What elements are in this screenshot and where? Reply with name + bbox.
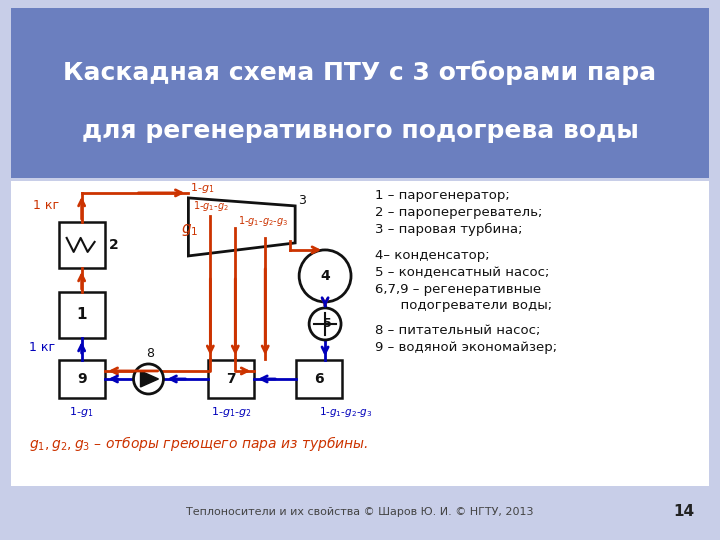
Text: 6,7,9 – регенеративные: 6,7,9 – регенеративные — [375, 284, 541, 296]
Text: 9 – водяной экономайзер;: 9 – водяной экономайзер; — [375, 341, 557, 354]
Text: $1$-$g_{1}$-$g_{2}$: $1$-$g_{1}$-$g_{2}$ — [211, 405, 251, 419]
Bar — [296, 360, 342, 398]
Bar — [208, 360, 254, 398]
Text: 1 кг: 1 кг — [29, 341, 55, 354]
Text: 5 – конденсатный насос;: 5 – конденсатный насос; — [375, 266, 549, 279]
Text: 2 – пароперегреватель;: 2 – пароперегреватель; — [375, 206, 542, 219]
Circle shape — [309, 308, 341, 340]
Text: 1 кг: 1 кг — [32, 199, 59, 212]
Text: 1 – парогенератор;: 1 – парогенератор; — [375, 190, 510, 202]
FancyBboxPatch shape — [9, 179, 711, 488]
Text: 8: 8 — [146, 347, 155, 361]
Text: $1$-$g_{1}$-$g_{2}$-$g_{3}$: $1$-$g_{1}$-$g_{2}$-$g_{3}$ — [319, 405, 373, 419]
Text: Каскадная схема ПТУ с 3 отборами пара: Каскадная схема ПТУ с 3 отборами пара — [63, 60, 657, 85]
Text: 2: 2 — [109, 238, 118, 252]
Text: 7: 7 — [227, 372, 236, 386]
Text: $1$-$g_{1}$-$g_{2}$: $1$-$g_{1}$-$g_{2}$ — [194, 199, 229, 213]
Text: Теплоносители и их свойства © Шаров Ю. И. © НГТУ, 2013: Теплоносители и их свойства © Шаров Ю. И… — [186, 507, 534, 517]
Bar — [59, 222, 104, 268]
Circle shape — [299, 250, 351, 302]
Text: $1$-$g_{1}$: $1$-$g_{1}$ — [69, 405, 94, 419]
Text: 4– конденсатор;: 4– конденсатор; — [375, 249, 490, 262]
Polygon shape — [189, 198, 295, 256]
Text: 8 – питательный насос;: 8 – питательный насос; — [375, 325, 540, 338]
Text: подогреватели воды;: подогреватели воды; — [375, 300, 552, 313]
Text: 3 – паровая турбина;: 3 – паровая турбина; — [375, 224, 523, 237]
Text: 4: 4 — [320, 269, 330, 283]
Polygon shape — [140, 371, 158, 387]
Text: 3: 3 — [298, 194, 306, 207]
Bar — [59, 360, 104, 398]
Text: 6: 6 — [315, 372, 324, 386]
Text: $g_{1}$: $g_{1}$ — [181, 222, 199, 238]
FancyBboxPatch shape — [0, 1, 720, 185]
Text: 5: 5 — [323, 318, 331, 330]
Text: $g_1,g_2,g_3$ – отборы греющего пара из турбины.: $g_1,g_2,g_3$ – отборы греющего пара из … — [29, 435, 368, 454]
Text: $1$-$g_{1}$-$g_{2}$-$g_{3}$: $1$-$g_{1}$-$g_{2}$-$g_{3}$ — [238, 214, 289, 228]
Text: для регенеративного подогрева воды: для регенеративного подогрева воды — [81, 119, 639, 143]
Circle shape — [133, 364, 163, 394]
Bar — [59, 292, 104, 338]
Text: 1: 1 — [76, 307, 87, 322]
Text: $1$-$g_{1}$: $1$-$g_{1}$ — [190, 181, 215, 195]
Text: 14: 14 — [674, 504, 695, 519]
Text: 9: 9 — [77, 372, 86, 386]
